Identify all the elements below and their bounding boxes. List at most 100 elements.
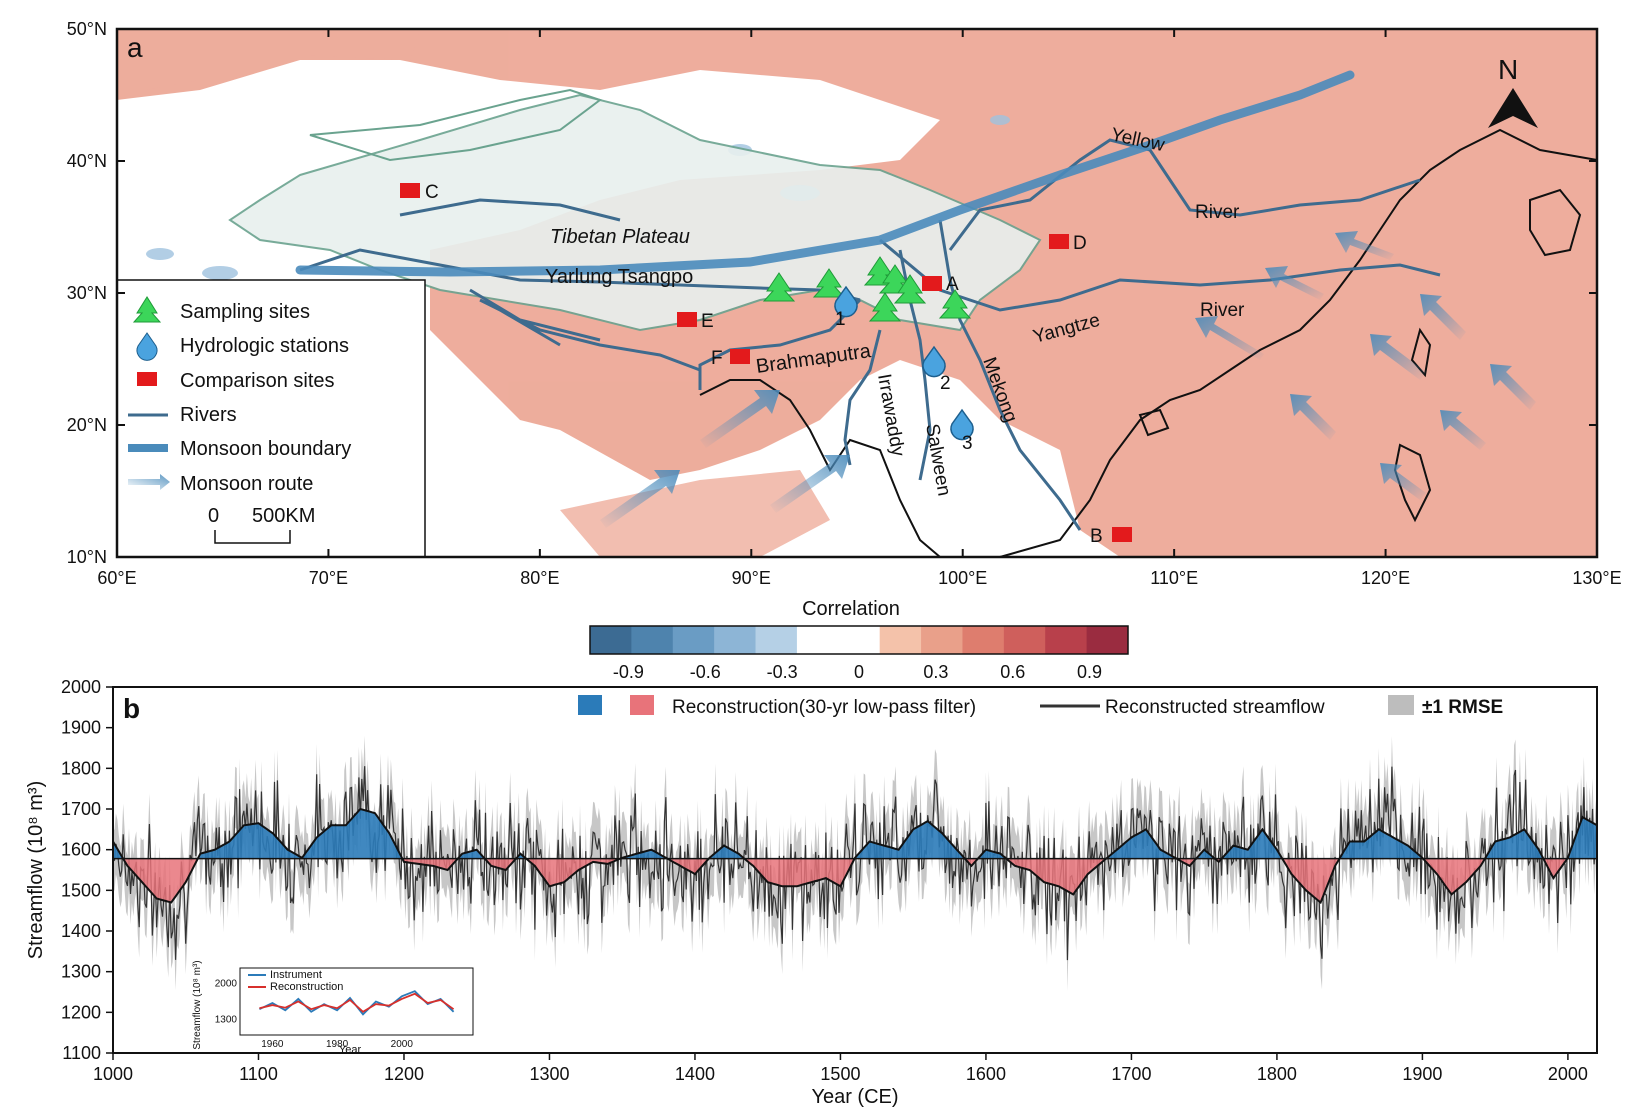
lon-tick-label: 120°E (1361, 568, 1410, 588)
label-yellow-river: River (1195, 202, 1240, 223)
y-tick-label: 1600 (61, 840, 101, 860)
monsoon-boundary (295, 70, 1355, 277)
site-label-c: C (425, 182, 439, 203)
mekong-river (938, 219, 1082, 531)
colorbar-cell (838, 626, 881, 654)
y-tick-label: 1200 (61, 1002, 101, 1022)
colorbar-cell (672, 626, 715, 654)
x-tick-label: 2000 (1548, 1064, 1588, 1084)
inset-chart: 1960 1980 2000 1300 2000 Instrument Reconstr… (192, 960, 474, 1056)
x-tick-label: 1200 (384, 1064, 424, 1084)
colorbar-tick-label: 0 (854, 662, 864, 682)
monsoon-arrow (1290, 394, 1336, 440)
inset-y-tick-label: 2000 (215, 978, 238, 989)
lowpass-below-area (113, 858, 1597, 903)
irrawaddy-river (843, 329, 882, 466)
lon-tick-label: 80°E (520, 568, 559, 588)
inset-xlabel: Year (339, 1044, 362, 1056)
inset-plot: 1960 1980 2000 1300 2000 (215, 967, 474, 1050)
colorbar-tick-label: 0.9 (1077, 662, 1102, 682)
legend-sampling: Sampling sites (180, 301, 310, 323)
site-marker-e (677, 312, 697, 327)
hydrologic-stations: 1 2 3 (834, 285, 974, 454)
x-tick-label: 1600 (966, 1064, 1006, 1084)
site-label-b: B (1090, 526, 1103, 547)
inset-y-tick-label: 1300 (215, 1015, 238, 1026)
x-tick-label: 1100 (239, 1064, 278, 1084)
colorbar-tick-label: -0.9 (613, 662, 644, 682)
y-tick-label: 1500 (61, 880, 101, 900)
korea (1529, 188, 1582, 257)
station-label: 3 (962, 433, 973, 454)
colorbar-cell (1086, 626, 1129, 654)
site-label-f: F (711, 348, 723, 369)
north-arrow: N (1488, 54, 1538, 128)
chart-b-plot: 1000 1100 1200 1300 1400 1500 1600 1700 1800 1900… (61, 677, 1598, 1084)
station-label: 2 (940, 373, 951, 394)
monsoon-arrow (1265, 266, 1324, 300)
legend-rmse-swatch (1388, 695, 1414, 715)
site-marker-f (730, 349, 750, 364)
colorbar-frame (589, 625, 1129, 655)
chart-b-xlabel: Year (CE) (811, 1086, 898, 1108)
taiwan (1410, 327, 1432, 378)
ganges-rivers (469, 288, 701, 372)
colorbar-tick-label: 0.3 (923, 662, 948, 682)
legend-comparison: Comparison sites (180, 370, 335, 392)
x-tick-label: 1900 (1402, 1064, 1442, 1084)
lon-tick-label: 70°E (309, 568, 348, 588)
sampling-sites (762, 256, 972, 322)
x-tick-label: 1500 (820, 1064, 860, 1084)
monsoon-arrow (1195, 316, 1264, 360)
legend-recon: Reconstructed streamflow (1105, 697, 1325, 718)
map-legend: Sampling sites Hydrologic stations Compa… (116, 279, 426, 558)
colorbar-cells (589, 625, 1129, 655)
legend-drop-icon (136, 332, 158, 361)
x-tick-label: 1400 (675, 1064, 715, 1084)
legend-site-marker (137, 372, 157, 386)
lat-tick-label: 20°N (67, 415, 107, 435)
y-tick-label: 1400 (61, 921, 101, 941)
lowpass-line (112, 807, 1598, 905)
monsoon-arrow (700, 390, 780, 448)
colorbar: Correlation -0.9 -0.6 -0.3 0 0.3 0.6 0.9 (589, 598, 1129, 682)
monsoon-arrow (600, 470, 680, 528)
colorbar-cell (962, 626, 1005, 654)
legend-tree-icon (132, 296, 162, 323)
label-yarlung: Yarlung Tsangpo (545, 266, 693, 288)
rmse-band (113, 735, 1597, 991)
site-label-a: A (946, 274, 959, 295)
monsoon-arrow (1335, 231, 1394, 260)
y-tick-label: 1900 (61, 718, 101, 738)
inset-legend-reconstruction: Reconstruction (270, 981, 343, 993)
label-yangtze-river: River (1200, 300, 1245, 321)
north-label: N (1498, 54, 1518, 85)
y-tick-label: 1100 (62, 1043, 101, 1063)
x-tick-label: 1000 (93, 1064, 133, 1084)
chart-b-ylabel: Streamflow (10⁸ m³) (25, 781, 47, 959)
lon-tick-label: 110°E (1150, 568, 1198, 588)
y-tick-label: 1300 (61, 962, 101, 982)
monsoon-route-arrows (600, 231, 1536, 528)
legend-route-arrow (128, 474, 170, 490)
map-axis-ticks: 60°E 70°E 80°E 90°E 100°E 110°E 120°E 130°E 10°N… (67, 19, 1622, 588)
tree-icon (812, 268, 846, 298)
monsoon-arrow (1420, 294, 1466, 340)
tree-icon (938, 289, 972, 319)
panel-label-a: a (127, 32, 143, 63)
lowpass-above-area (113, 809, 1597, 859)
y-tick-label: 1700 (61, 799, 101, 819)
inset-x-tick-label: 1960 (261, 1039, 284, 1050)
lat-tick-label: 10°N (67, 547, 107, 567)
legend-lowpass: Reconstruction(30-yr low-pass filter) (672, 697, 976, 718)
scale-bar (214, 530, 291, 544)
panel-label-b: b (123, 693, 140, 724)
drop-icon (922, 345, 946, 378)
y-tick-label: 2000 (61, 677, 101, 697)
tarim-river (399, 198, 621, 222)
colorbar-cell (714, 626, 757, 654)
legend-below-swatch (630, 695, 654, 715)
legend-route: Monsoon route (180, 473, 313, 495)
map-panel: Tibetan Plateau Yarlung Tsangpo Brahmapu… (67, 19, 1622, 588)
